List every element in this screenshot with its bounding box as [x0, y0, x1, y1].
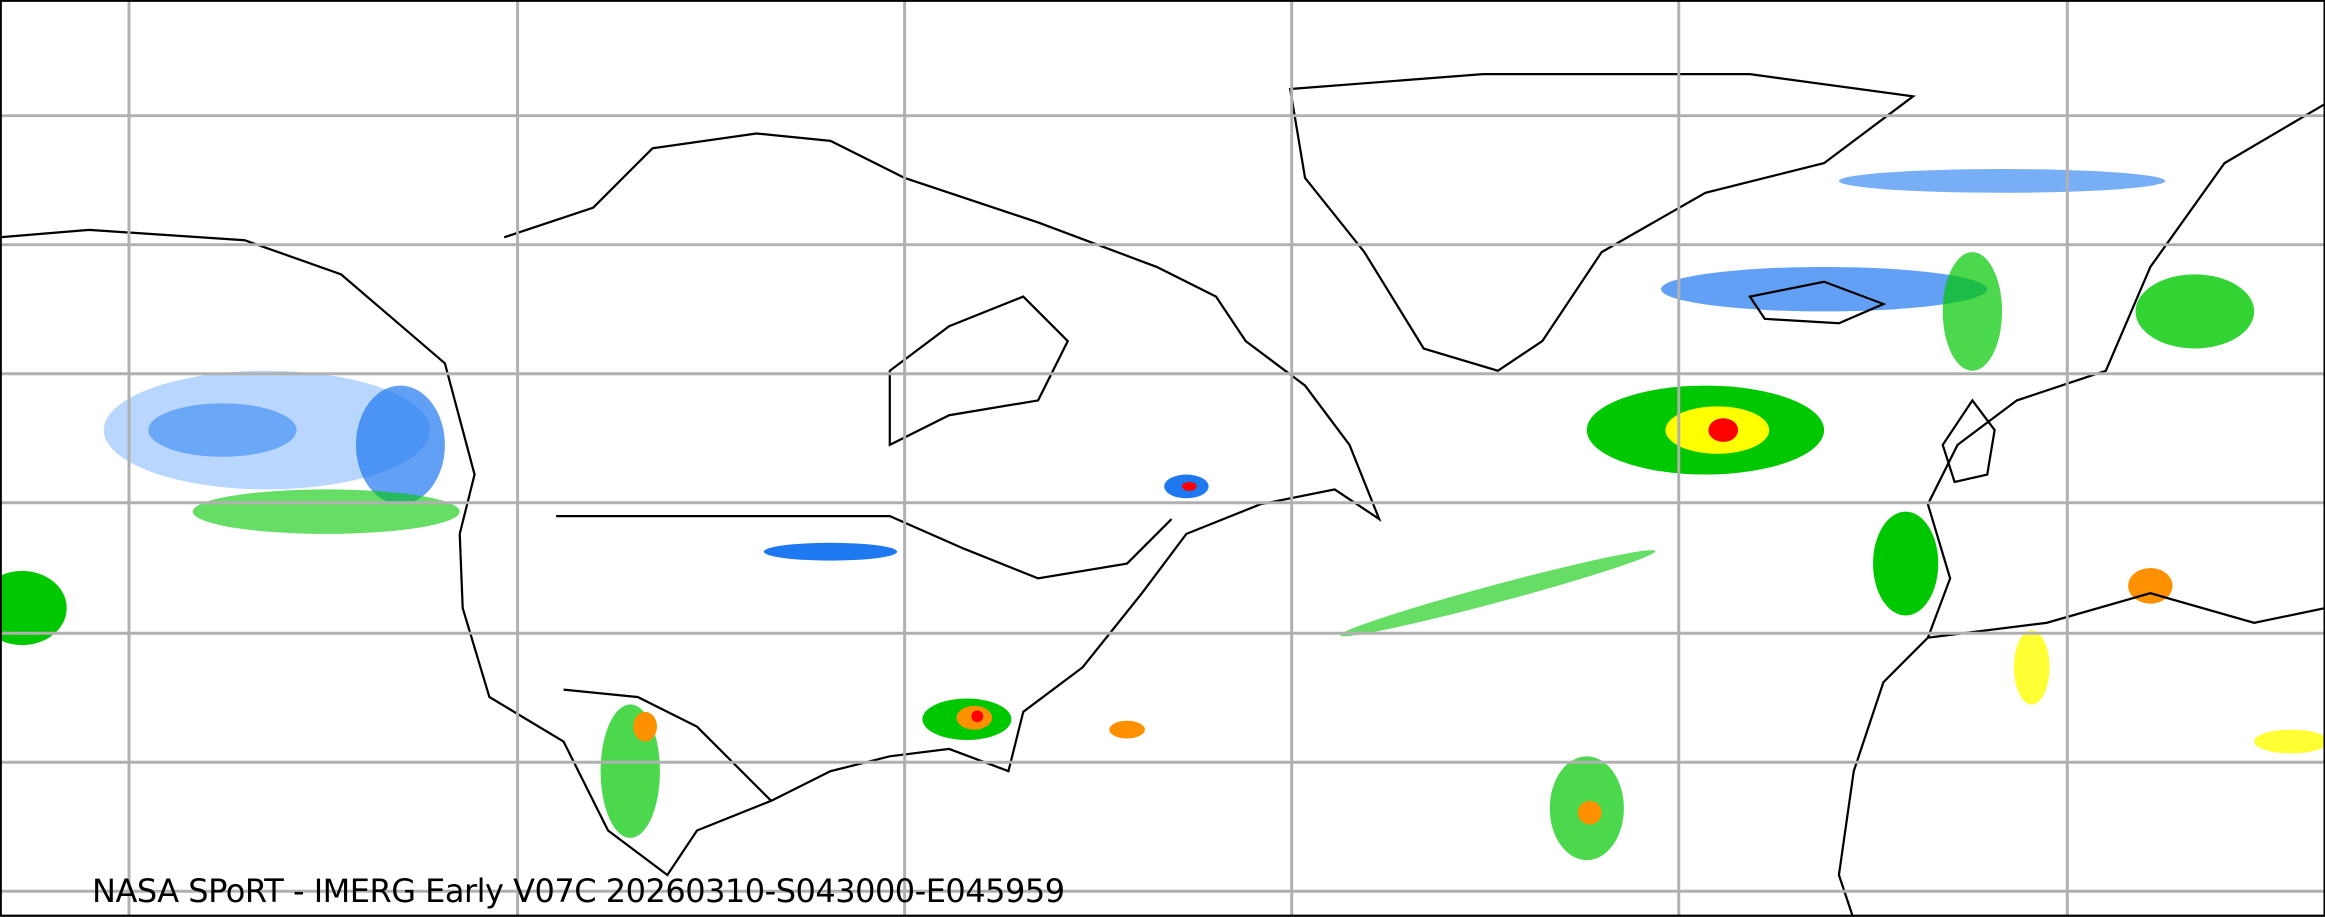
precip-sahel	[2254, 729, 2325, 754]
precip-georgia-red	[971, 710, 984, 723]
north-america-coast	[0, 132, 1382, 877]
precip-atlantic-band	[1340, 550, 1656, 637]
precip-mediterranean	[2128, 567, 2173, 604]
precipitation-layer	[0, 169, 2325, 861]
precip-great-lakes-blue	[763, 542, 898, 561]
precip-alaska-gulf-core	[148, 403, 297, 457]
precip-greenland-east	[1660, 266, 1988, 312]
precip-pacific-green	[192, 489, 460, 534]
map-caption: NASA SPoRT - IMERG Early V07C 20260310-S…	[92, 872, 1065, 910]
precip-quebec-core	[1181, 481, 1197, 491]
precip-atlantic-low-core	[1708, 418, 1739, 442]
precip-north-africa	[2013, 630, 2050, 705]
precip-norwegian-sea	[1838, 169, 2166, 193]
iceland	[1748, 280, 1887, 325]
precip-west-edge	[0, 570, 67, 646]
precip-greenland-east-green	[1942, 252, 2003, 371]
precip-caribbean	[1109, 720, 1145, 739]
precip-scandinavia	[2135, 274, 2255, 349]
precip-bc-coast	[355, 385, 445, 505]
europe-africa-coast	[1837, 102, 2325, 917]
british-isles	[1941, 398, 1996, 484]
hudson-bay	[888, 295, 1070, 447]
precip-mexico-core	[633, 711, 657, 742]
greenland	[1288, 73, 1916, 372]
us-canada-border	[556, 514, 1173, 580]
precip-tropical-atlantic-core	[1577, 800, 1602, 825]
precip-iberia-west	[1873, 511, 1939, 616]
us-mexico-border	[563, 688, 772, 802]
